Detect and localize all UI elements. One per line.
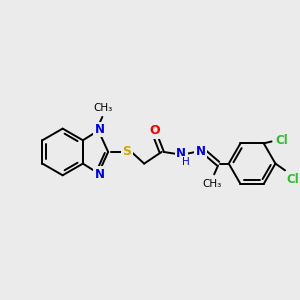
Text: S: S <box>122 146 131 158</box>
Text: Cl: Cl <box>275 134 288 147</box>
Text: N: N <box>94 168 104 181</box>
Text: O: O <box>149 124 160 137</box>
Text: N: N <box>176 147 186 161</box>
Text: CH₃: CH₃ <box>94 103 113 113</box>
Text: H: H <box>182 157 190 167</box>
Text: Cl: Cl <box>286 173 299 186</box>
Text: N: N <box>94 123 104 136</box>
Text: CH₃: CH₃ <box>202 179 222 189</box>
Text: N: N <box>196 146 206 158</box>
